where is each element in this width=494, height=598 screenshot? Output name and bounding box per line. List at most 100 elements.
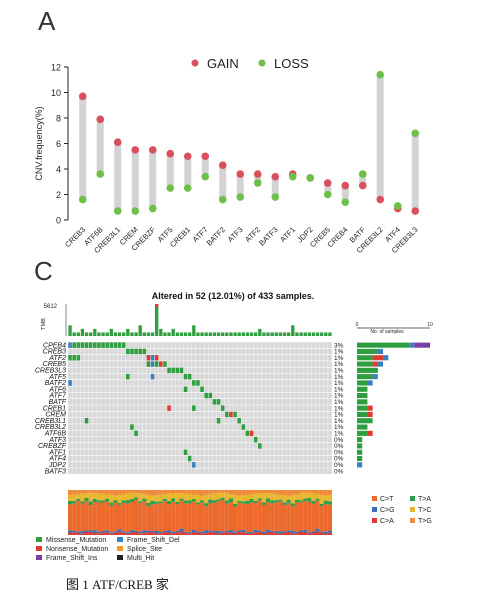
tmb-bar — [179, 332, 184, 336]
tmb-bar — [101, 332, 105, 336]
tmb-bar — [142, 332, 146, 336]
mutation-cell — [171, 367, 175, 374]
mutation-cell — [84, 342, 89, 348]
spectrum-segment — [80, 503, 85, 532]
spectrum-segment — [72, 503, 77, 532]
mutation-cell — [105, 342, 109, 348]
gain-point — [183, 152, 192, 161]
loss-point — [271, 193, 280, 201]
mutation-cell — [146, 361, 151, 367]
tmb-bar — [97, 332, 101, 336]
spectrum-segment — [68, 500, 73, 505]
gene-label: CREB3L1 — [35, 418, 66, 425]
spectrum-segment — [146, 532, 151, 535]
spectrum-segment — [109, 505, 114, 533]
spectrum-segment — [286, 490, 291, 496]
spectrum-segment — [84, 532, 89, 535]
spectrum-segment — [191, 532, 196, 535]
y-tick-label: 0 — [56, 216, 61, 226]
spectrum-segment — [179, 498, 184, 501]
y-tick-label: 6 — [56, 139, 61, 149]
mutation-cell — [72, 355, 76, 361]
tmb-bar — [278, 332, 283, 336]
dumbbell-segment — [149, 149, 157, 209]
spectrum-segment — [233, 494, 238, 504]
spectrum-segment — [105, 501, 110, 531]
spectrum-segment — [101, 493, 106, 501]
tmb-bar — [320, 332, 324, 336]
spectrum-segment — [290, 530, 295, 534]
loss-point — [306, 174, 315, 182]
spectrum-segment — [146, 502, 151, 507]
spectrum-segment — [253, 493, 258, 501]
dumbbell-atf3 — [236, 170, 245, 201]
gain-point — [253, 170, 262, 178]
gene-percent-label: 1% — [334, 412, 344, 419]
spectrum-segment — [175, 532, 180, 535]
mutation-cell — [138, 348, 142, 355]
spectrum-segment — [315, 498, 320, 501]
spectrum-segment — [241, 503, 246, 530]
spectrum-segment — [195, 494, 200, 503]
spectrum-stacked-bars — [68, 490, 332, 535]
legend: GAIN LOSS — [191, 56, 309, 71]
dumbbell-creb3l3 — [411, 129, 420, 215]
y-axis-title: CNV.frequency(%) — [34, 106, 44, 180]
spectrum-segment — [249, 533, 254, 535]
spectrum-segment — [150, 532, 155, 535]
spectrum-segment — [216, 533, 221, 535]
side-bar-segment — [357, 355, 373, 361]
spectrum-segment — [257, 532, 262, 535]
spectrum-segment — [134, 499, 139, 531]
spectrum-segment — [134, 490, 139, 493]
spectrum-segment — [237, 530, 242, 533]
spectrum-segment — [200, 495, 205, 501]
tmb-bar — [122, 332, 126, 336]
spectrum-segment — [162, 501, 167, 531]
spectrum-segment — [270, 490, 275, 494]
mutation-cell — [126, 348, 130, 355]
mutation-cell — [179, 367, 184, 374]
spectrum-segment — [154, 501, 159, 504]
spectrum-segment — [117, 503, 122, 505]
mutation-cell — [109, 342, 114, 348]
spectrum-segment — [286, 530, 291, 532]
spectrum-segment — [282, 531, 287, 533]
spectrum-segment — [204, 506, 209, 531]
spectrum-segment — [88, 531, 93, 535]
tmb-bar — [72, 332, 76, 336]
mutation-cell — [192, 462, 196, 468]
spectrum-segment — [245, 532, 250, 534]
dumbbell-batf — [358, 170, 367, 190]
mutation-cell — [208, 392, 213, 399]
spectrum-segment — [187, 493, 192, 501]
gain-point — [201, 152, 210, 161]
mutation-cell — [130, 348, 134, 355]
spectrum-segment — [154, 503, 159, 532]
spectrum-segment — [80, 531, 85, 534]
dumbbell-segment — [79, 96, 87, 200]
spectrum-segment — [191, 494, 196, 499]
side-bar-segment — [367, 411, 373, 417]
tmb-bar — [216, 332, 221, 336]
spectrum-segment — [237, 495, 242, 501]
side-axis-tick: 10 — [427, 322, 433, 328]
spectrum-segment — [175, 501, 180, 505]
spectrum-segment — [274, 502, 279, 532]
gene-percent-label: 1% — [334, 374, 344, 381]
spectrum-segment — [249, 502, 254, 532]
spectrum-segment — [187, 532, 192, 534]
spectrum-segment — [241, 532, 246, 535]
spectrum-segment — [92, 502, 97, 531]
tmb-bar — [155, 304, 159, 336]
gene-label: CPEB4 — [43, 342, 66, 349]
spectrum-segment — [237, 502, 242, 531]
spectrum-segment — [299, 500, 304, 503]
side-bar-segment — [372, 355, 384, 361]
tmb-bar — [175, 332, 179, 336]
spectrum-segment — [84, 497, 89, 502]
spectrum-segment — [76, 531, 81, 534]
tmb-bar — [270, 332, 274, 336]
spectrum-segment — [84, 493, 89, 498]
side-bar-segment — [357, 411, 368, 417]
